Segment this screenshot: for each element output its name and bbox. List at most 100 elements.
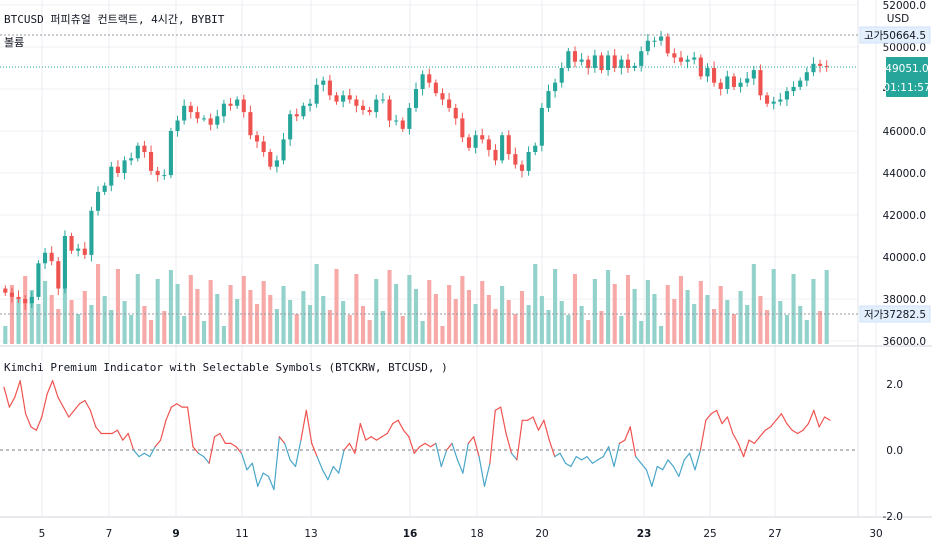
candle-body [314,84,319,104]
candle-body [466,137,472,148]
kp-segment [149,446,156,458]
volume-bar [539,296,544,344]
candle-body [109,166,114,186]
kp-segment [591,459,599,464]
volume-bar [440,326,445,344]
kp-segment [510,452,518,461]
candle-body [546,91,551,108]
candles [3,30,829,310]
volume-bar [341,301,346,344]
candle-body [89,210,94,255]
volume-bar [533,264,538,344]
volume-bar [248,290,253,344]
kp-segment [818,416,826,428]
volume-bar [281,286,286,344]
kp-segment [597,456,604,461]
last-price-marker[interactable]: 49051.0 01:11:57 [0,57,931,97]
indicator-title[interactable]: Kimchi Premium Indicator with Selectable… [4,361,448,374]
candle-body [698,57,703,77]
volume-bar [778,301,783,344]
kp-segment [473,436,480,458]
price-tick-label: 42000.0 [883,210,926,222]
candle-body [751,70,756,79]
kp-segment [375,436,383,441]
kp-segment [462,442,469,474]
kp-segment [678,459,685,477]
volume-bar [453,299,458,344]
candle-body [142,145,147,152]
candle-body [195,112,200,119]
volume-bar [619,316,624,344]
candle-body [778,99,783,102]
volume-bar [62,286,67,344]
kp-segment [327,465,334,481]
time-tick-label: 9 [172,528,179,540]
kp-segment [284,442,291,461]
volume-bar [43,281,48,344]
volume-bar [268,295,273,344]
price-tick-label: 40000.0 [883,252,926,264]
kp-segment [570,456,577,468]
volume-bar [692,304,697,344]
candle-body [307,103,313,106]
kp-segment [786,423,793,431]
kp-segment [14,380,21,398]
volume-bar [327,310,332,344]
kp-segment [419,442,426,448]
candle-body [82,248,87,255]
kp-segment [775,413,783,421]
price-tick-label: 38000.0 [883,294,926,306]
candle-body [784,91,789,100]
kp-segment [316,456,324,471]
price-tick-label: 52000.0 [883,0,926,12]
volume-bar [69,300,74,344]
time-tick-label: 25 [703,528,716,540]
symbol-title[interactable]: BTCUSD 퍼피츄얼 컨트랙트, 4시간, BYBIT [4,12,225,26]
kimchi-premium-line [3,380,831,491]
volume-bar [109,310,114,344]
volume-bar [49,295,54,344]
indicator-tick-label: 2.0 [886,379,903,391]
high-marker-label: 고가 [864,30,884,42]
kp-segment [311,442,318,458]
kp-segment [613,442,621,468]
kp-segment [683,452,691,461]
candle-body [447,99,452,108]
indicator-tick-label: -2.0 [883,511,904,523]
candle-body [235,99,240,106]
candle-body [506,135,511,155]
candle-body [765,95,770,104]
volume-bar [804,320,809,344]
candle-body [738,82,743,87]
kp-segment [78,399,86,405]
volume-bar [122,301,127,344]
volume-bar [400,316,405,344]
candle-body [281,139,286,161]
kp-segment [381,432,388,438]
volume-label[interactable]: 볼륨 [4,36,24,49]
candle-body [261,141,266,152]
kp-segment [759,429,766,438]
candle-body [321,80,326,85]
candle-body [16,296,21,299]
kp-segment [748,439,756,444]
kp-segment [494,406,502,411]
candle-body [692,57,697,60]
volume-bar [23,276,28,344]
kp-segment [532,416,540,431]
kp-segment [716,409,723,425]
candle-body [360,105,366,110]
volume-bar [473,304,478,344]
candle-body [798,80,803,87]
candle-body [725,76,730,89]
kp-segment [753,436,761,444]
kp-segment [559,452,567,464]
volume-bar [526,305,531,344]
kp-segment [278,436,286,444]
volume-bar [201,321,207,344]
candle-body [95,191,101,211]
volume-bar [29,290,34,344]
kp-segment [435,442,442,468]
